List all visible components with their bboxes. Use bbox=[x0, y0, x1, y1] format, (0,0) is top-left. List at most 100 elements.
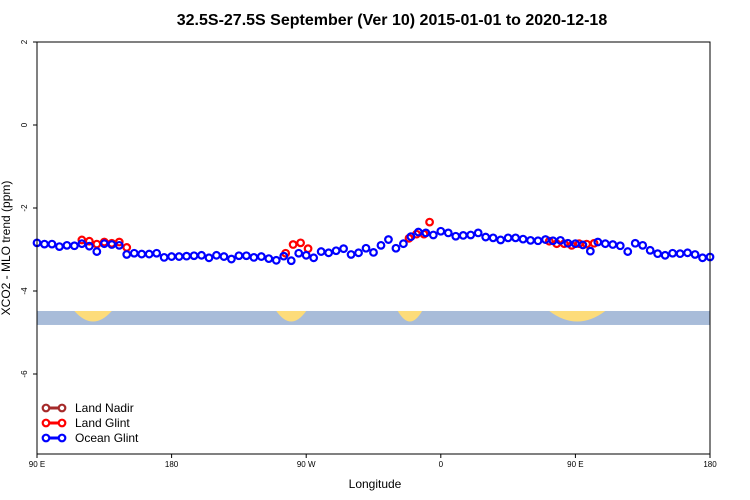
land-glint-point bbox=[296, 238, 305, 248]
legend-marker bbox=[41, 433, 51, 443]
ocean-glint-point bbox=[496, 235, 506, 245]
ocean-glint-point bbox=[301, 250, 311, 260]
ocean-glint-point bbox=[256, 252, 266, 261]
ocean-glint-point bbox=[391, 243, 401, 253]
ocean-glint-point bbox=[481, 232, 491, 242]
y-tick-label: 0 bbox=[20, 122, 29, 127]
ocean-glint-point bbox=[324, 248, 334, 258]
ocean-glint-point bbox=[578, 240, 588, 250]
ocean-glint-point bbox=[234, 251, 244, 261]
ocean-glint-point bbox=[361, 243, 371, 253]
ocean-glint-point bbox=[660, 250, 670, 260]
land-mask-region bbox=[276, 310, 307, 322]
ocean-glint-point bbox=[271, 255, 281, 265]
x-tick-label: 90 E bbox=[29, 460, 45, 469]
ocean-glint-point bbox=[458, 230, 468, 240]
y-axis-label: XCO2 - MLO trend (ppm) bbox=[0, 181, 13, 316]
land-mask-region bbox=[549, 310, 606, 322]
ocean-glint-point bbox=[264, 254, 274, 264]
ocean-glint-point bbox=[129, 248, 139, 258]
ocean-glint-point bbox=[421, 228, 431, 238]
ocean-glint-point bbox=[241, 251, 251, 261]
ocean-glint-point bbox=[623, 247, 633, 256]
ocean-glint-point bbox=[309, 253, 319, 263]
ocean-glint-point bbox=[399, 239, 408, 249]
ocean-glint-point bbox=[428, 230, 438, 240]
ocean-glint-point bbox=[227, 254, 236, 264]
ocean-glint-point bbox=[675, 249, 685, 259]
ocean-glint-point bbox=[331, 246, 341, 256]
y-tick-label: -4 bbox=[20, 287, 29, 295]
ocean-glint-point bbox=[690, 250, 700, 259]
ocean-glint-point bbox=[683, 248, 692, 258]
land-glint-point bbox=[92, 239, 102, 249]
x-tick-label: 90 W bbox=[297, 460, 316, 469]
x-tick-label: 90 E bbox=[567, 460, 583, 469]
ocean-glint-point bbox=[286, 256, 296, 266]
ocean-glint-point bbox=[354, 248, 363, 258]
ocean-glint-point bbox=[518, 234, 528, 244]
ocean-glint-point bbox=[369, 248, 378, 257]
ocean-glint-point bbox=[608, 240, 618, 249]
ocean-glint-point bbox=[159, 252, 169, 262]
ocean-glint-point bbox=[346, 250, 356, 259]
ocean-glint-point bbox=[638, 240, 648, 250]
ocean-glint-point bbox=[174, 252, 184, 261]
ocean-glint-point bbox=[339, 244, 348, 254]
ocean-glint-point bbox=[219, 252, 229, 261]
ocean-glint-point bbox=[122, 250, 132, 259]
ocean-glint-point bbox=[182, 251, 191, 261]
x-tick-label: 0 bbox=[439, 460, 444, 469]
legend-marker bbox=[57, 403, 67, 413]
y-tick-label: 2 bbox=[20, 39, 29, 44]
land-glint-point bbox=[122, 243, 132, 252]
x-tick-label: 180 bbox=[165, 460, 179, 469]
ocean-glint-point bbox=[488, 233, 498, 243]
land-glint-point bbox=[114, 237, 124, 247]
ocean-glint-point bbox=[653, 249, 663, 259]
ocean-glint-point bbox=[473, 228, 483, 238]
legend-marker bbox=[41, 403, 51, 413]
chart-title: 32.5S-27.5S September (Ver 10) 2015-01-0… bbox=[177, 12, 608, 29]
ocean-glint-point bbox=[533, 236, 543, 246]
ocean-glint-point bbox=[466, 230, 476, 240]
y-tick-label: -2 bbox=[20, 204, 29, 212]
plot-frame bbox=[36, 41, 711, 455]
ocean-glint-point bbox=[167, 252, 177, 261]
ocean-glint-point bbox=[294, 248, 304, 258]
ocean-glint-point bbox=[406, 232, 416, 242]
legend-marker bbox=[41, 418, 51, 428]
legend-label: Land Nadir bbox=[75, 401, 134, 415]
ocean-glint-point bbox=[189, 251, 199, 261]
ocean-glint-point bbox=[40, 239, 49, 249]
ocean-glint-point bbox=[376, 240, 386, 250]
x-axis-label: Longitude bbox=[349, 477, 402, 491]
ocean-glint-point bbox=[212, 250, 221, 260]
ocean-glint-point bbox=[55, 242, 64, 251]
ocean-glint-point bbox=[615, 241, 625, 251]
axis-ticks: 90 E 180 90 W 0 90 E 180 2 0 -2 -4 -6 bbox=[20, 39, 717, 469]
ocean-glint-point bbox=[585, 246, 595, 256]
ocean-glint-point bbox=[107, 240, 117, 249]
legend-marker bbox=[57, 418, 67, 428]
ocean-glint-point bbox=[204, 253, 214, 263]
ocean-glint-point bbox=[197, 250, 206, 260]
ocean-glint-point bbox=[645, 245, 655, 255]
ocean-glint-point bbox=[503, 233, 513, 243]
ocean-glint-point bbox=[69, 241, 79, 251]
ocean-mask-band bbox=[37, 310, 710, 325]
ocean-glint-point bbox=[316, 247, 326, 256]
ocean-glint-point bbox=[249, 252, 259, 262]
legend-marker bbox=[57, 433, 67, 443]
ocean-glint-point bbox=[526, 235, 535, 245]
ocean-glint-point bbox=[77, 239, 87, 249]
x-tick-label: 180 bbox=[703, 460, 717, 469]
legend-label: Ocean Glint bbox=[75, 431, 139, 445]
ocean-glint-point bbox=[47, 239, 57, 249]
ocean-glint-point bbox=[511, 233, 520, 243]
ocean-glint-point bbox=[556, 235, 565, 245]
ocean-glint-point bbox=[152, 248, 162, 258]
ocean-glint-point bbox=[698, 253, 707, 263]
